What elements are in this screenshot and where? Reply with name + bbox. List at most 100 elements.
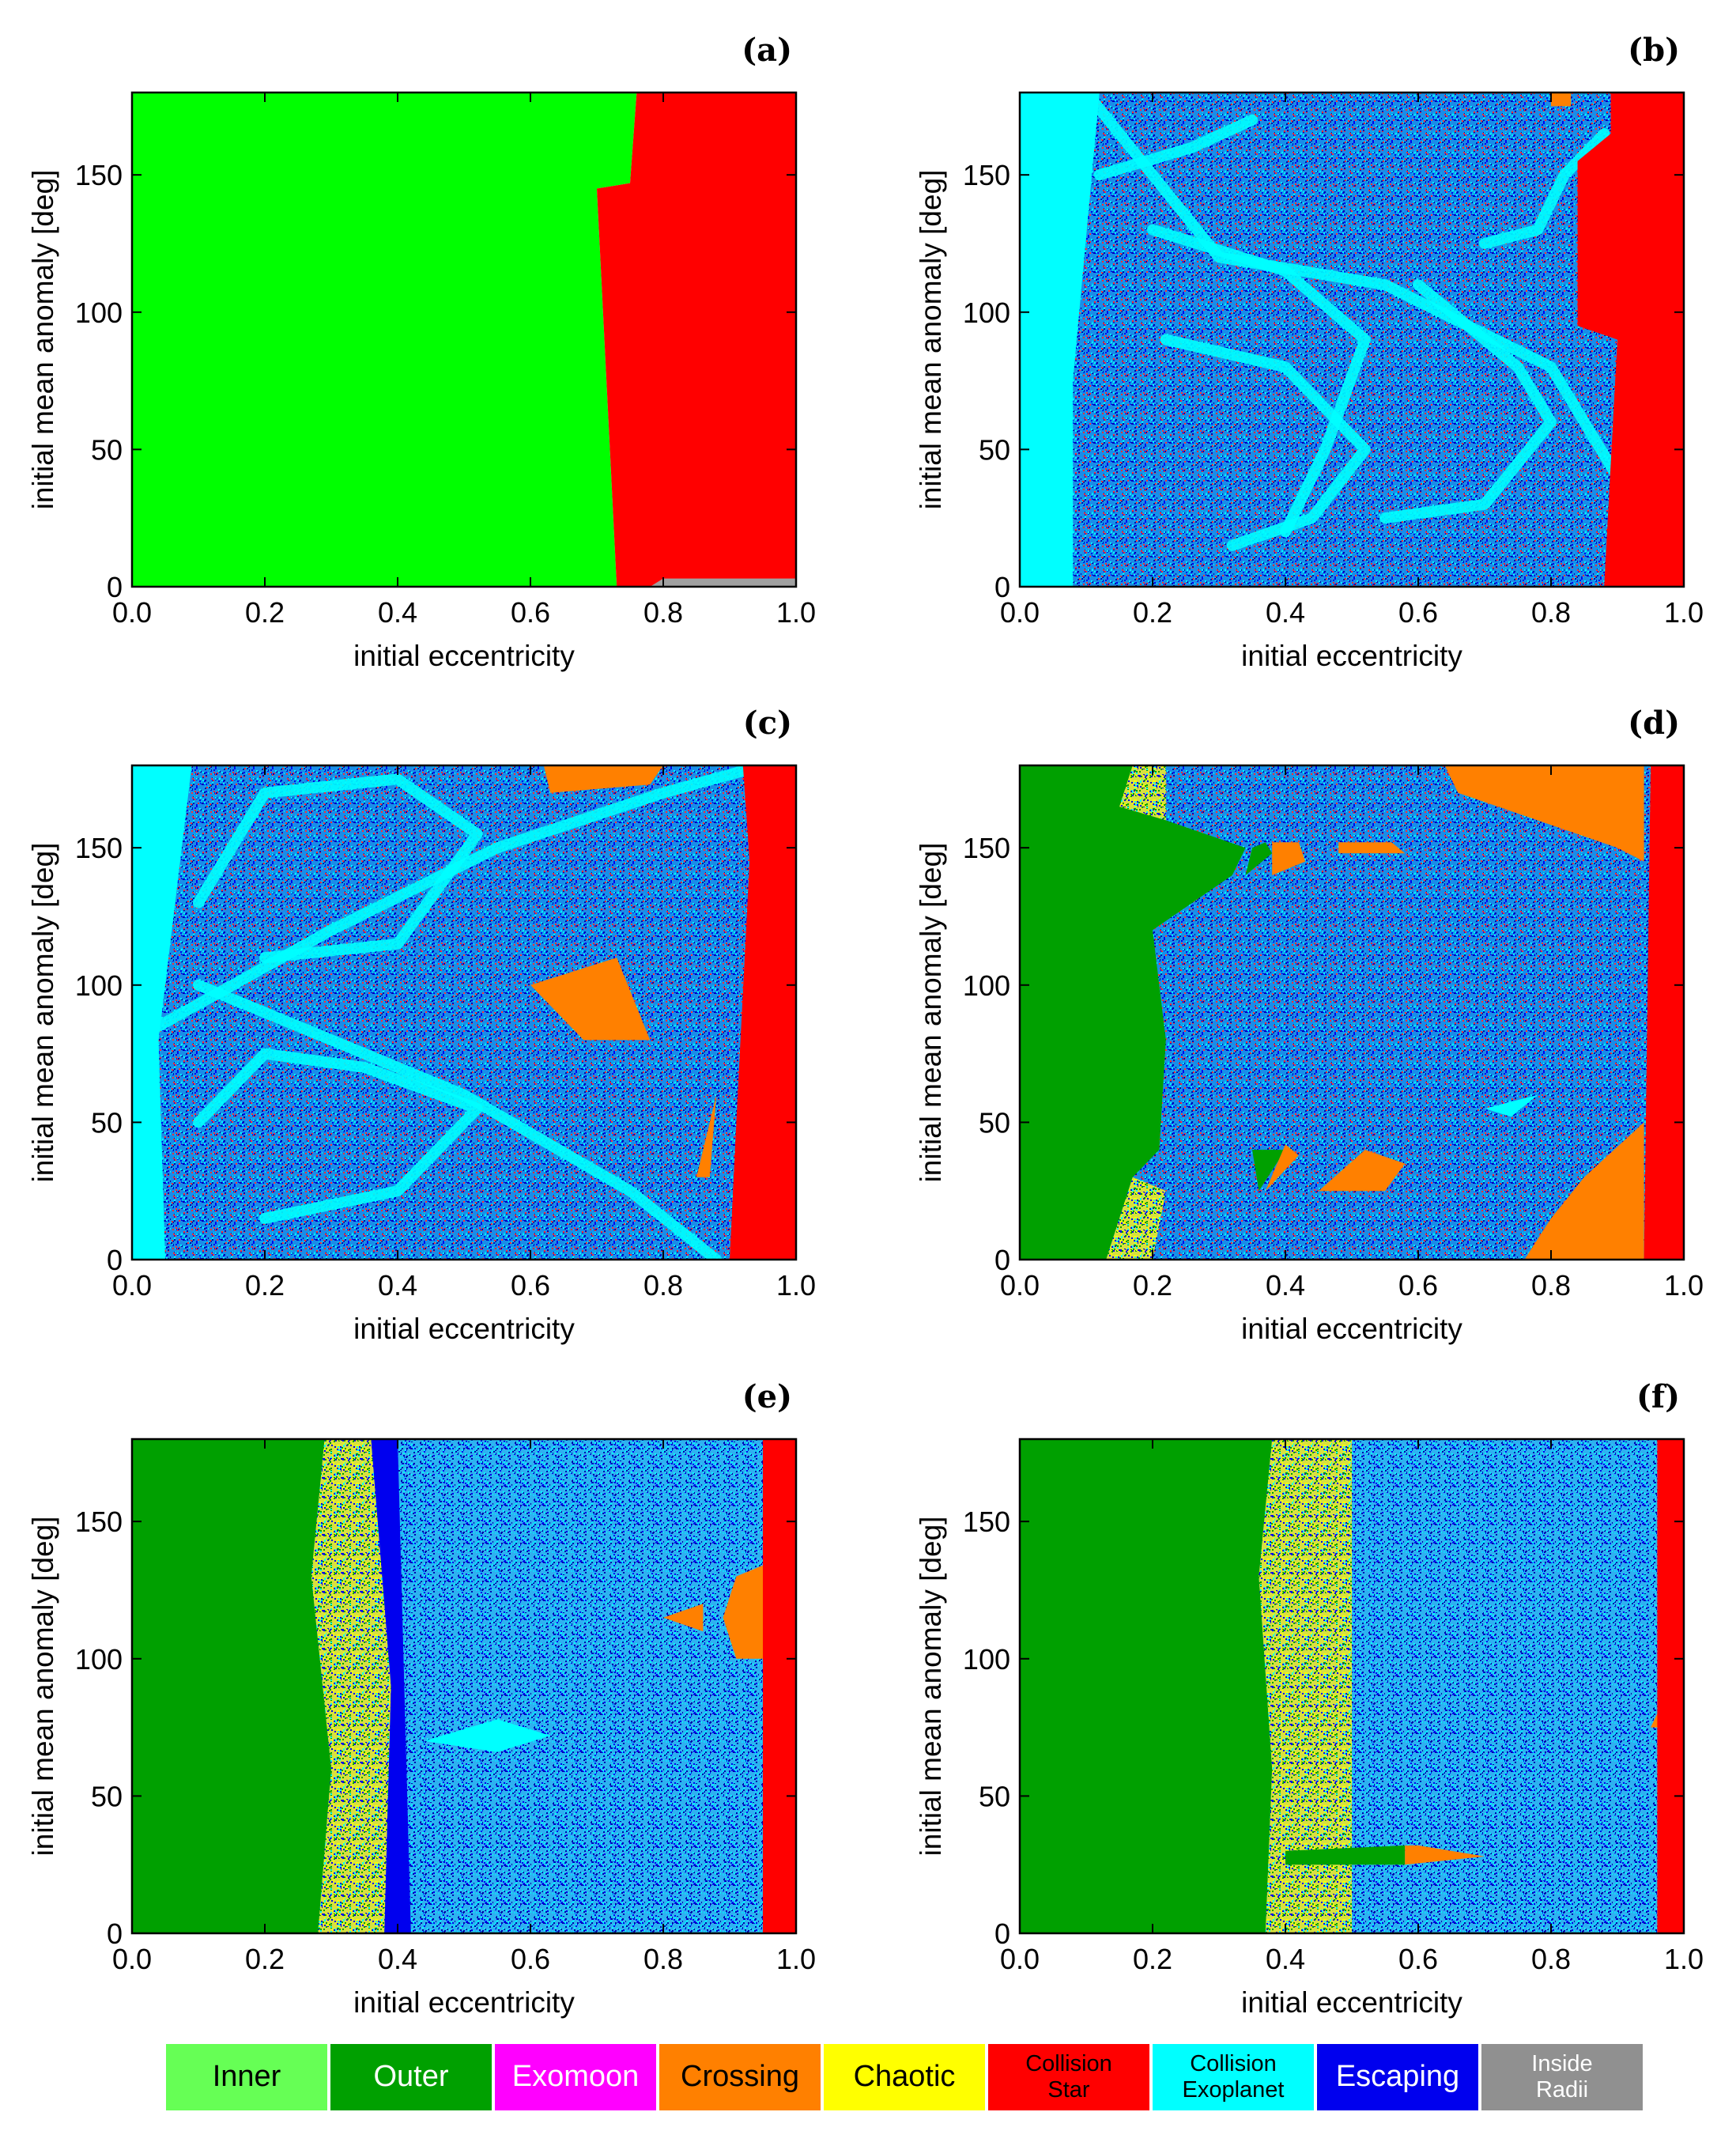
x-tick-label: 0.8 (1531, 1269, 1571, 1302)
region-chaotic (1259, 1439, 1352, 1933)
panel-label: (e) (742, 1378, 792, 1415)
region-collision-star (1577, 93, 1684, 587)
x-tick-label: 1.0 (1664, 1943, 1704, 1975)
region-collision-star (1657, 1439, 1684, 1933)
x-tick-label: 1.0 (1664, 596, 1704, 629)
y-axis-label: initial mean anomaly [deg] (915, 843, 947, 1183)
band-collision-exoplanet (1093, 114, 1258, 181)
x-tick-label: 0.8 (643, 1943, 683, 1975)
panel-6: 0.0 0.2 0.4 0.6 0.8 1.0 0 50 100 150 initial eccen… (915, 1378, 1704, 2019)
plot-frame (1018, 91, 1685, 588)
x-tick-label: 0.0 (112, 1943, 152, 1975)
x-axis-label: initial eccentricity (1241, 1986, 1462, 2019)
region-crossing (1444, 765, 1644, 862)
x-tick-label: 0.0 (112, 1269, 152, 1302)
legend-item-escaping: Escaping (1317, 2044, 1478, 2110)
panel-3: 0.0 0.2 0.4 0.6 0.8 1.0 0 50 100 150 initial eccen… (27, 705, 816, 1345)
region-outer (1285, 1845, 1406, 1865)
legend-label-line1: Collision (1025, 2050, 1112, 2076)
legend-label-line2: Exoplanet (1182, 2077, 1285, 2103)
region-collision-exoplanet (424, 1719, 551, 1752)
region-escaping (371, 1439, 411, 1933)
panel-label: (c) (743, 705, 792, 742)
legend-item-inner: Inner (166, 2044, 327, 2110)
y-tick-label: 150 (963, 832, 1010, 864)
plot-area (132, 765, 796, 1260)
region-crossing (1338, 842, 1406, 854)
legend-item-exomoon: Exomoon (495, 2044, 656, 2110)
legend-item-chaotic: Chaotic (824, 2044, 985, 2110)
panel-label: (f) (1636, 1378, 1680, 1415)
x-tick-label: 0.4 (378, 1943, 417, 1975)
y-tick-label: 0 (994, 571, 1010, 603)
region-crossing (723, 1562, 770, 1659)
y-tick-label: 150 (963, 159, 1010, 191)
region-chaotic (1106, 1177, 1166, 1260)
plot-area (1020, 765, 1684, 1260)
region-crossing (1319, 1150, 1406, 1192)
legend-label-line2: Star (1047, 2077, 1090, 2103)
region-collision-star (730, 765, 796, 1260)
y-tick-label: 0 (107, 571, 123, 603)
x-tick-label: 0.0 (1000, 596, 1040, 629)
background-region (1020, 93, 1684, 587)
x-axis-label: initial eccentricity (1241, 1313, 1462, 1345)
y-axis-label: initial mean anomaly [deg] (27, 843, 59, 1183)
x-tick-label: 0.2 (245, 596, 285, 629)
panel-1: 0.0 0.2 0.4 0.6 0.8 1.0 0 50 100 150 initial eccen… (27, 32, 816, 672)
x-tick-label: 0.0 (112, 596, 152, 629)
plot-area (132, 93, 796, 587)
y-tick-label: 100 (75, 969, 123, 1002)
panel-label: (d) (1628, 705, 1680, 742)
region-crossing (1524, 1122, 1644, 1260)
y-tick-label: 0 (994, 1244, 1010, 1276)
x-tick-label: 0.0 (1000, 1943, 1040, 1975)
y-tick-label: 50 (91, 1106, 123, 1139)
region-collision-exoplanet (1485, 1094, 1538, 1117)
region-crossing (1265, 1144, 1299, 1192)
x-tick-label: 0.4 (1266, 1943, 1305, 1975)
y-tick-label: 150 (963, 1506, 1010, 1538)
x-axis-label: initial eccentricity (353, 1986, 575, 2019)
region-inner (132, 93, 637, 587)
x-tick-label: 0.4 (1266, 596, 1305, 629)
y-tick-label: 150 (75, 1506, 123, 1538)
region-chaotic (1119, 765, 1166, 821)
y-tick-label: 100 (963, 1643, 1010, 1676)
panel-label: (a) (742, 32, 792, 69)
y-tick-label: 0 (107, 1917, 123, 1950)
x-axis-label: initial eccentricity (353, 1313, 575, 1345)
class-legend: Inner Outer Exomoon Crossing Chaotic Collisio… (166, 2044, 1643, 2110)
band-collision-exoplanet (1379, 279, 1557, 524)
x-tick-label: 0.4 (1266, 1269, 1305, 1302)
legend-item-crossing: Crossing (659, 2044, 821, 2110)
legend-label-line1: Chaotic (853, 2060, 956, 2094)
x-tick-label: 0.4 (378, 596, 417, 629)
region-outer (1245, 842, 1273, 875)
plot-area (1020, 93, 1684, 587)
plot-area (1020, 1439, 1684, 1933)
plot-frame (130, 91, 798, 588)
x-tick-label: 0.6 (511, 596, 550, 629)
legend-label-line1: Escaping (1335, 2060, 1460, 2094)
legend-label-line1: Exomoon (511, 2060, 640, 2094)
x-tick-label: 0.8 (1531, 596, 1571, 629)
y-axis-label: initial mean anomaly [deg] (27, 170, 59, 510)
y-axis-label: initial mean anomaly [deg] (915, 170, 947, 510)
legend-item-inside-radii: Inside Radii (1481, 2044, 1643, 2110)
plot-frame (130, 764, 798, 1261)
plot-frame (1018, 1438, 1685, 1935)
x-tick-label: 0.2 (245, 1943, 285, 1975)
x-tick-label: 0.2 (1133, 1943, 1172, 1975)
plot-frame (1018, 764, 1685, 1261)
y-tick-label: 50 (91, 433, 123, 466)
legend-label-line2: Radii (1535, 2077, 1589, 2103)
legend-item-outer: Outer (330, 2044, 492, 2110)
x-tick-label: 0.6 (1398, 1943, 1438, 1975)
x-axis-label: initial eccentricity (353, 640, 575, 672)
x-tick-label: 0.2 (245, 1269, 285, 1302)
region-inside-radii (650, 578, 796, 587)
legend-label-line1: Outer (373, 2060, 449, 2094)
legend-label-line1: Inner (212, 2060, 281, 2094)
